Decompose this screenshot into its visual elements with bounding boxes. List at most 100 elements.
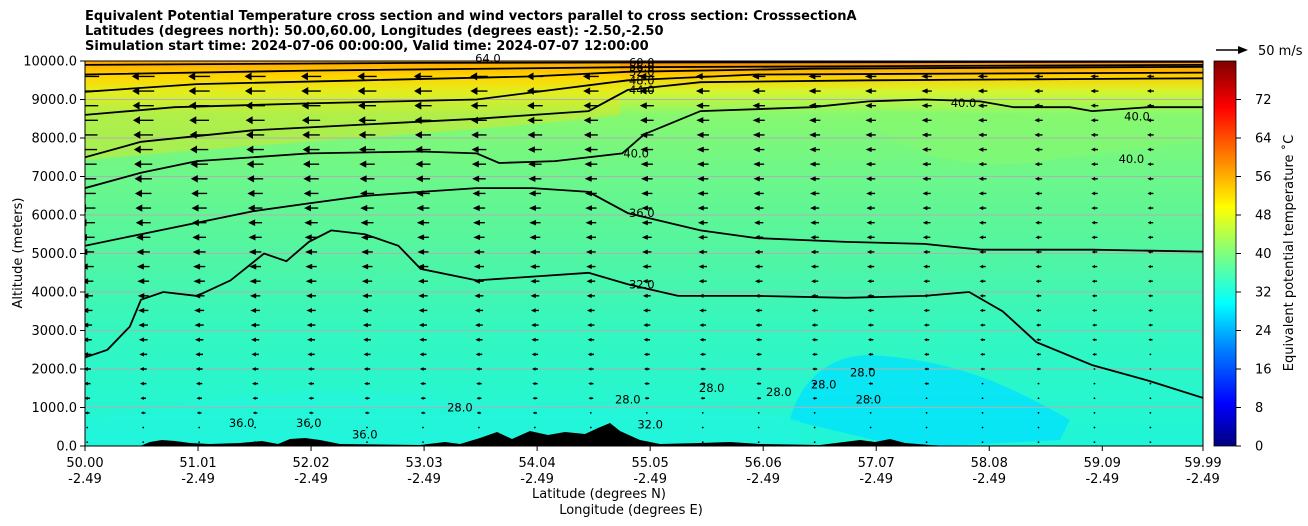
wind-vector: [641, 220, 652, 226]
wind-vector: [304, 219, 318, 226]
wind-vector: [249, 278, 261, 284]
wind-vector: [868, 367, 874, 371]
wind-vector: [357, 72, 377, 81]
wind-vector: [532, 396, 538, 400]
wind-vector: [811, 308, 818, 313]
wind-vector: [1148, 323, 1153, 327]
wind-vector: [305, 263, 317, 270]
wind-vector: [643, 352, 650, 357]
wind-vector: [811, 352, 818, 357]
wind-vector: [585, 219, 597, 226]
wind-vector: [813, 426, 816, 429]
wind-vector: [474, 293, 484, 299]
x-tick-label-lat: 54.04: [519, 456, 556, 471]
wind-vector: [419, 367, 427, 371]
wind-vector: [1093, 397, 1096, 400]
x-tick-label-lon: -2.49: [633, 472, 667, 487]
wind-vector: [1146, 74, 1155, 79]
wind-vector: [252, 381, 259, 386]
wind-vector: [639, 72, 655, 80]
wind-vector: [85, 233, 95, 241]
wind-vector: [192, 248, 206, 256]
wind-vector: [307, 352, 315, 357]
contour-label-extra: 36.0: [352, 427, 378, 441]
wind-vector: [301, 116, 321, 125]
wind-vector: [1091, 191, 1098, 196]
wind-vector: [1090, 147, 1099, 152]
wind-vector: [868, 352, 874, 356]
wind-vector: [533, 426, 536, 429]
wind-vector: [192, 234, 207, 241]
wind-vector: [1034, 162, 1043, 167]
wind-vector: [866, 191, 876, 196]
wind-vector: [701, 411, 704, 414]
wind-vector: [528, 160, 542, 168]
wind-vector: [810, 264, 819, 269]
x-tick-label-lon: -2.49: [181, 472, 215, 487]
wind-vector: [85, 174, 97, 183]
wind-vector: [752, 132, 765, 138]
wind-vector: [191, 204, 207, 212]
contour-label-60: 60.0: [629, 56, 655, 70]
wind-vector: [584, 175, 598, 182]
wind-vector: [305, 248, 318, 255]
wind-vector: [978, 176, 987, 181]
wind-vector: [362, 308, 372, 313]
wind-vector: [196, 396, 202, 400]
wind-vector: [809, 190, 820, 196]
wind-vector: [1090, 74, 1099, 79]
wind-vector: [697, 220, 708, 226]
contour-label-56: 56.0: [629, 60, 655, 74]
wind-vector: [142, 441, 145, 444]
wind-vector: [642, 249, 652, 255]
wind-vector: [1149, 368, 1152, 370]
y-tick-label: 2000.0: [32, 363, 78, 378]
wind-vector: [643, 308, 651, 313]
wind-vector: [1147, 191, 1154, 196]
wind-vector: [244, 72, 266, 81]
wind-vector: [639, 87, 655, 95]
wind-vector: [472, 205, 486, 212]
wind-vector: [359, 160, 375, 168]
wind-vector: [527, 116, 543, 124]
wind-vector: [810, 220, 820, 226]
x-tick-label-lon: -2.49: [972, 472, 1006, 487]
wind-vector: [475, 337, 483, 342]
wind-vector: [699, 308, 707, 313]
wind-vector: [753, 176, 764, 182]
wind-vector: [526, 72, 544, 81]
wind-vector: [1093, 426, 1096, 429]
wind-vector: [1037, 426, 1040, 429]
wind-vector: [252, 396, 258, 400]
wind-vector: [752, 117, 765, 124]
wind-vector: [1034, 191, 1043, 196]
wind-vector: [698, 234, 708, 240]
wind-vector: [584, 190, 597, 197]
wind-vector: [472, 175, 486, 183]
wind-vector: [981, 426, 984, 429]
wind-vector: [811, 323, 818, 327]
wind-vector: [583, 116, 599, 124]
wind-vector: [249, 263, 262, 270]
wind-vector: [305, 278, 317, 284]
wind-vector: [583, 102, 599, 110]
wind-vector: [188, 101, 210, 110]
contour-label-extra: 28.0: [447, 400, 473, 414]
wind-vector: [418, 308, 428, 313]
wind-vector: [1149, 353, 1152, 356]
wind-vector: [85, 219, 95, 227]
wind-vector: [415, 145, 431, 154]
contour-label-32: 32.0: [629, 277, 655, 291]
wind-vector: [529, 219, 541, 226]
wind-vector: [583, 131, 598, 139]
wind-vector: [302, 160, 320, 168]
wind-vector: [476, 411, 482, 415]
wind-vector: [978, 132, 987, 138]
x-tick-label-lon: -2.49: [68, 472, 102, 487]
colorbar-tick-label: 56: [1255, 170, 1272, 185]
wind-vector: [1091, 264, 1098, 269]
wind-vector: [1090, 132, 1099, 137]
x-tick-label-lat: 56.06: [745, 456, 782, 471]
wind-vector: [306, 293, 317, 299]
wind-vector: [419, 337, 427, 342]
